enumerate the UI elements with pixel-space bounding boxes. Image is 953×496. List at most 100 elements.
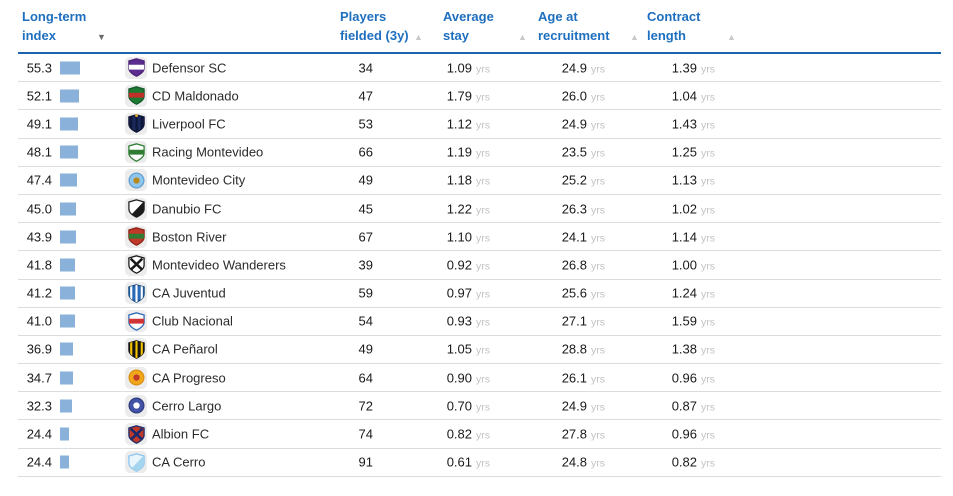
club-name: CA Peñarol bbox=[152, 341, 218, 357]
age-at-recruitment-value: 25.2 bbox=[561, 172, 587, 188]
contract-length-value: 1.02 bbox=[671, 201, 697, 217]
club-crest-icon bbox=[125, 253, 147, 276]
index-bar bbox=[60, 427, 69, 441]
long-term-index-value: 45.0 bbox=[26, 201, 52, 217]
long-term-index-value: 48.1 bbox=[26, 144, 52, 160]
col-header-line: stay bbox=[443, 28, 470, 43]
unit-label: yrs bbox=[476, 232, 490, 245]
age-at-recruitment-value: 24.1 bbox=[561, 229, 587, 245]
unit-label: yrs bbox=[591, 232, 605, 245]
players-fielded-value: 54 bbox=[358, 313, 373, 329]
unit-label: yrs bbox=[591, 457, 605, 470]
unit-label: yrs bbox=[476, 401, 490, 414]
contract-length-value: 1.38 bbox=[671, 341, 697, 357]
col-header-long-term-index[interactable]: Long-term index bbox=[22, 7, 86, 45]
contract-length-value: 1.04 bbox=[671, 88, 697, 104]
sort-arrow-icon[interactable]: ▲ bbox=[518, 32, 527, 42]
unit-label: yrs bbox=[591, 175, 605, 188]
club-crest-icon bbox=[125, 112, 147, 135]
table-row: 36.9 CA Peñarol 49 1.05 yrs 28.8 yrs 1.38 y… bbox=[18, 336, 941, 365]
index-bar bbox=[60, 399, 72, 413]
long-term-index-value: 36.9 bbox=[26, 341, 52, 357]
club-name: Liverpool FC bbox=[152, 116, 226, 132]
table-row: 55.3 Defensor SC 34 1.09 yrs 24.9 yrs 1.39… bbox=[18, 54, 941, 83]
age-at-recruitment-value: 24.9 bbox=[561, 398, 587, 414]
contract-length-value: 0.96 bbox=[671, 370, 697, 386]
table-row: 24.4 CA Cerro 91 0.61 yrs 24.8 yrs 0.82 yrs bbox=[18, 449, 941, 477]
index-bar bbox=[60, 202, 76, 216]
table-row: 41.8 Montevideo Wanderers 39 0.92 yrs 26.… bbox=[18, 251, 941, 280]
sort-arrow-icon[interactable]: ▲ bbox=[727, 32, 736, 42]
contract-length-value: 1.59 bbox=[671, 313, 697, 329]
table-header: Long-term index Players fielded (3y) Ave… bbox=[18, 0, 941, 54]
col-header-contract-length[interactable]: Contract length bbox=[647, 7, 700, 45]
players-fielded-value: 49 bbox=[358, 172, 373, 188]
unit-label: yrs bbox=[701, 147, 715, 160]
col-header-average-stay[interactable]: Average stay bbox=[443, 7, 494, 45]
club-crest-icon bbox=[125, 84, 147, 107]
club-crest-icon bbox=[125, 169, 147, 192]
unit-label: yrs bbox=[591, 204, 605, 217]
age-at-recruitment-value: 26.1 bbox=[561, 370, 587, 386]
unit-label: yrs bbox=[476, 316, 490, 329]
table-row: 41.2 CA Juventud 59 0.97 yrs 25.6 yrs 1.24… bbox=[18, 280, 941, 308]
unit-label: yrs bbox=[591, 429, 605, 442]
players-fielded-value: 34 bbox=[358, 60, 373, 76]
contract-length-value: 0.82 bbox=[671, 454, 697, 470]
index-bar bbox=[60, 371, 73, 385]
table-row: 47.4 Montevideo City 49 1.18 yrs 25.2 yrs … bbox=[18, 167, 941, 195]
unit-label: yrs bbox=[701, 260, 715, 273]
club-crest-icon bbox=[125, 56, 147, 79]
age-at-recruitment-value: 24.9 bbox=[561, 60, 587, 76]
unit-label: yrs bbox=[476, 175, 490, 188]
table-body: 55.3 Defensor SC 34 1.09 yrs 24.9 yrs 1.39… bbox=[18, 54, 941, 477]
average-stay-value: 0.70 bbox=[446, 398, 472, 414]
col-header-line: Average bbox=[443, 9, 494, 24]
sort-arrow-icon[interactable]: ▼ bbox=[97, 32, 106, 42]
average-stay-value: 1.12 bbox=[446, 116, 472, 132]
average-stay-value: 0.90 bbox=[446, 370, 472, 386]
unit-label: yrs bbox=[701, 91, 715, 104]
sort-arrow-icon[interactable]: ▲ bbox=[414, 32, 423, 42]
long-term-index-value: 41.8 bbox=[26, 257, 52, 273]
sort-arrow-icon[interactable]: ▲ bbox=[630, 32, 639, 42]
club-crest-icon bbox=[125, 282, 147, 305]
club-name: CD Maldonado bbox=[152, 88, 239, 104]
col-header-age-at-recruitment[interactable]: Age at recruitment bbox=[538, 7, 610, 45]
age-at-recruitment-value: 24.8 bbox=[561, 454, 587, 470]
unit-label: yrs bbox=[476, 373, 490, 386]
table-row: 34.7 CA Progreso 64 0.90 yrs 26.1 yrs 0.96… bbox=[18, 364, 941, 393]
table-row: 24.4 Albion FC 74 0.82 yrs 27.8 yrs 0.96 yr… bbox=[18, 420, 941, 449]
players-fielded-value: 49 bbox=[358, 341, 373, 357]
unit-label: yrs bbox=[701, 63, 715, 76]
unit-label: yrs bbox=[591, 260, 605, 273]
players-fielded-value: 45 bbox=[358, 201, 373, 217]
index-bar bbox=[60, 314, 75, 328]
table-row: 32.3 Cerro Largo 72 0.70 yrs 24.9 yrs 0.87… bbox=[18, 392, 941, 421]
unit-label: yrs bbox=[591, 63, 605, 76]
club-name: Racing Montevideo bbox=[152, 144, 264, 160]
club-crest-icon bbox=[125, 197, 147, 220]
contract-length-value: 1.14 bbox=[671, 229, 697, 245]
long-term-index-value: 55.3 bbox=[26, 60, 52, 76]
table-row: 41.0 Club Nacional 54 0.93 yrs 27.1 yrs 1.… bbox=[18, 308, 941, 336]
col-header-line: fielded (3y) bbox=[340, 28, 409, 43]
index-bar bbox=[60, 89, 79, 103]
club-name: Montevideo City bbox=[152, 172, 246, 188]
unit-label: yrs bbox=[591, 316, 605, 329]
unit-label: yrs bbox=[701, 316, 715, 329]
col-header-players-fielded[interactable]: Players fielded (3y) bbox=[340, 7, 409, 45]
players-fielded-value: 74 bbox=[358, 426, 373, 442]
unit-label: yrs bbox=[591, 119, 605, 132]
unit-label: yrs bbox=[591, 147, 605, 160]
unit-label: yrs bbox=[701, 457, 715, 470]
unit-label: yrs bbox=[701, 232, 715, 245]
table-row: 45.0 Danubio FC 45 1.22 yrs 26.3 yrs 1.02 y… bbox=[18, 195, 941, 224]
club-crest-icon bbox=[125, 310, 147, 333]
unit-label: yrs bbox=[591, 373, 605, 386]
long-term-index-value: 24.4 bbox=[26, 454, 52, 470]
unit-label: yrs bbox=[476, 429, 490, 442]
unit-label: yrs bbox=[476, 260, 490, 273]
average-stay-value: 1.79 bbox=[446, 88, 472, 104]
